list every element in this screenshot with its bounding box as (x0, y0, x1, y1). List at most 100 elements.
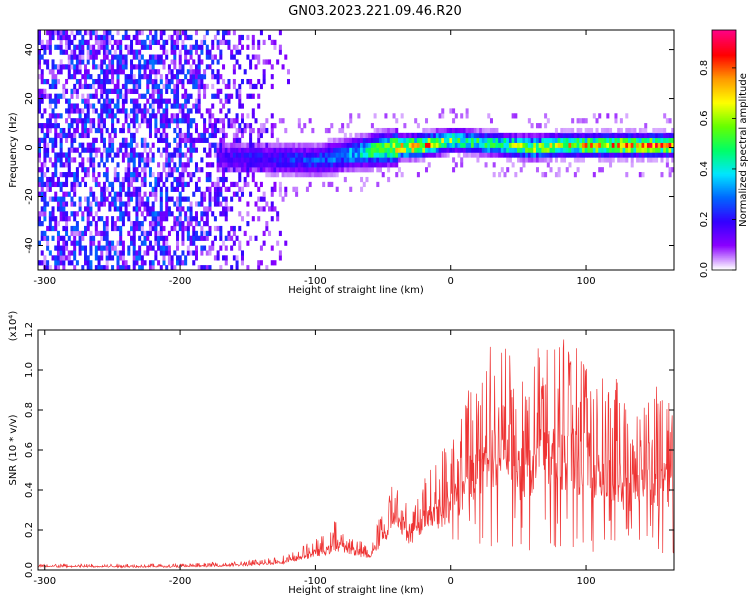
heatmap-cell (343, 147, 347, 153)
heatmap-cell (360, 157, 364, 163)
heatmap-cell (257, 152, 261, 158)
heatmap-cell (663, 127, 667, 134)
heatmap-cell (227, 142, 231, 148)
heatmap-cell (446, 152, 450, 158)
heatmap-cell (135, 78, 139, 85)
heatmap-cell (89, 191, 93, 197)
heatmap-cell (167, 64, 171, 70)
heatmap-cell (232, 157, 236, 163)
heatmap-cell (435, 147, 439, 153)
heatmap-cell (460, 147, 464, 153)
heatmap-cell (276, 172, 280, 178)
heatmap-cell (59, 147, 63, 153)
heatmap-cell (151, 221, 155, 227)
heatmap-cell (295, 167, 299, 173)
heatmap-cell (181, 240, 185, 246)
heatmap-cell (176, 98, 180, 104)
heatmap-cell (403, 137, 407, 143)
heatmap-cell (78, 181, 82, 188)
heatmap-cell (194, 103, 198, 109)
heatmap-cell (140, 240, 144, 246)
heatmap-cell (92, 142, 96, 148)
heatmap-cell (222, 240, 226, 246)
colorbar-segment (712, 134, 736, 137)
heatmap-cell (108, 181, 112, 188)
heatmap-cell (138, 157, 142, 163)
heatmap-cell (622, 132, 626, 139)
heatmap-cell (151, 59, 155, 65)
heatmap-cell (73, 127, 77, 134)
heatmap-cell (246, 157, 250, 163)
heatmap-cell (165, 147, 169, 153)
heatmap-cell (500, 147, 504, 153)
heatmap-cell (143, 172, 147, 178)
heatmap-cell (113, 49, 117, 55)
heatmap-cell (387, 142, 391, 148)
heatmap-cell (194, 127, 198, 134)
heatmap-cell (54, 255, 58, 261)
heatmap-cell (170, 260, 174, 266)
heatmap-cell (211, 44, 215, 50)
heatmap-cell (143, 103, 147, 109)
heatmap-cell (48, 157, 52, 163)
heatmap-cell (373, 162, 377, 168)
heatmap-cell (587, 142, 591, 148)
heatmap-cell (384, 137, 388, 143)
heatmap-cell (54, 265, 58, 271)
heatmap-cell (446, 147, 450, 153)
heatmap-cell (197, 93, 201, 99)
heatmap-cell (649, 132, 653, 139)
heatmap-cell (38, 88, 42, 94)
heatmap-cell (186, 230, 190, 237)
heatmap-cell (663, 113, 667, 119)
snr-series-line (37, 339, 674, 569)
heatmap-cell (189, 34, 193, 41)
heatmap-cell (619, 152, 623, 158)
heatmap-cell (70, 250, 74, 256)
heatmap-cell (84, 64, 88, 70)
heatmap-cell (368, 142, 372, 148)
heatmap-cell (84, 230, 88, 237)
heatmap-cell (259, 142, 263, 148)
heatmap-cell (108, 137, 112, 143)
heatmap-cell (94, 108, 98, 114)
heatmap-cell (78, 30, 82, 36)
heatmap-cell (571, 147, 575, 153)
heatmap-cell (232, 54, 236, 60)
heatmap-cell (216, 59, 220, 65)
heatmap-cell (343, 142, 347, 148)
heatmap-cell (43, 137, 47, 143)
heatmap-cell (219, 39, 223, 45)
heatmap-cell (54, 225, 58, 232)
heatmap-cell (598, 142, 602, 148)
heatmap-cell (143, 74, 147, 80)
heatmap-cell (262, 39, 266, 45)
heatmap-cell (281, 196, 285, 202)
heatmap-cell (124, 59, 128, 65)
heatmap-cell (102, 78, 106, 85)
heatmap-cell (176, 118, 180, 124)
heatmap-cell (97, 74, 101, 80)
heatmap-cell (446, 142, 450, 148)
heatmap-cell (162, 132, 166, 139)
heatmap-cell (362, 147, 366, 153)
heatmap-cell (116, 93, 120, 99)
heatmap-cell (130, 74, 134, 80)
heatmap-cell (38, 181, 42, 188)
heatmap-cell (43, 172, 47, 178)
heatmap-cell (527, 157, 531, 163)
heatmap-cell (425, 147, 429, 153)
heatmap-cell (92, 157, 96, 163)
heatmap-cell (552, 132, 556, 139)
heatmap-cell (308, 147, 312, 153)
heatmap-cell (638, 147, 642, 153)
heatmap-cell (94, 196, 98, 202)
heatmap-cell (186, 108, 190, 114)
heatmap-cell (78, 206, 82, 212)
colorbar-segment (712, 98, 736, 101)
heatmap-cell (227, 83, 231, 90)
heatmap-cell (208, 152, 212, 158)
heatmap-cell (303, 167, 307, 173)
heatmap-cell (70, 74, 74, 80)
heatmap-cell (468, 152, 472, 158)
